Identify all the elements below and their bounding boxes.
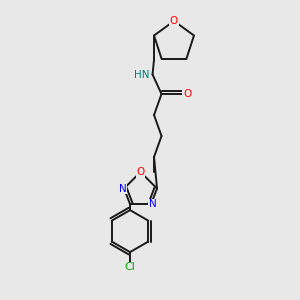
Text: N: N xyxy=(119,184,126,194)
Text: O: O xyxy=(170,16,178,26)
Text: O: O xyxy=(183,89,191,99)
Text: N: N xyxy=(149,199,156,209)
Text: Cl: Cl xyxy=(124,262,136,272)
Text: O: O xyxy=(136,167,145,177)
Text: HN: HN xyxy=(134,70,150,80)
